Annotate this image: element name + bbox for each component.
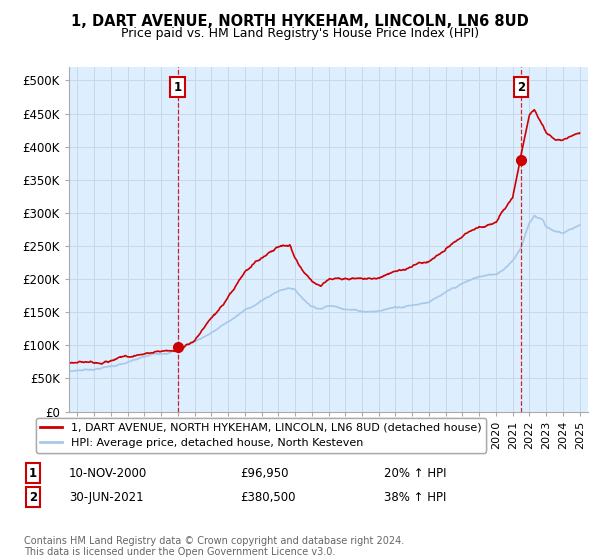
Text: 2: 2	[517, 81, 525, 94]
Text: Price paid vs. HM Land Registry's House Price Index (HPI): Price paid vs. HM Land Registry's House …	[121, 27, 479, 40]
Legend: 1, DART AVENUE, NORTH HYKEHAM, LINCOLN, LN6 8UD (detached house), HPI: Average p: 1, DART AVENUE, NORTH HYKEHAM, LINCOLN, …	[35, 418, 486, 452]
Text: 10-NOV-2000: 10-NOV-2000	[69, 466, 147, 480]
Text: £380,500: £380,500	[240, 491, 296, 504]
Text: £96,950: £96,950	[240, 466, 289, 480]
Text: 30-JUN-2021: 30-JUN-2021	[69, 491, 143, 504]
Text: 1: 1	[174, 81, 182, 94]
Text: Contains HM Land Registry data © Crown copyright and database right 2024.
This d: Contains HM Land Registry data © Crown c…	[24, 535, 404, 557]
Text: 1: 1	[29, 466, 37, 480]
Text: 38% ↑ HPI: 38% ↑ HPI	[384, 491, 446, 504]
Text: 20% ↑ HPI: 20% ↑ HPI	[384, 466, 446, 480]
Text: 1, DART AVENUE, NORTH HYKEHAM, LINCOLN, LN6 8UD: 1, DART AVENUE, NORTH HYKEHAM, LINCOLN, …	[71, 14, 529, 29]
Text: 2: 2	[29, 491, 37, 504]
